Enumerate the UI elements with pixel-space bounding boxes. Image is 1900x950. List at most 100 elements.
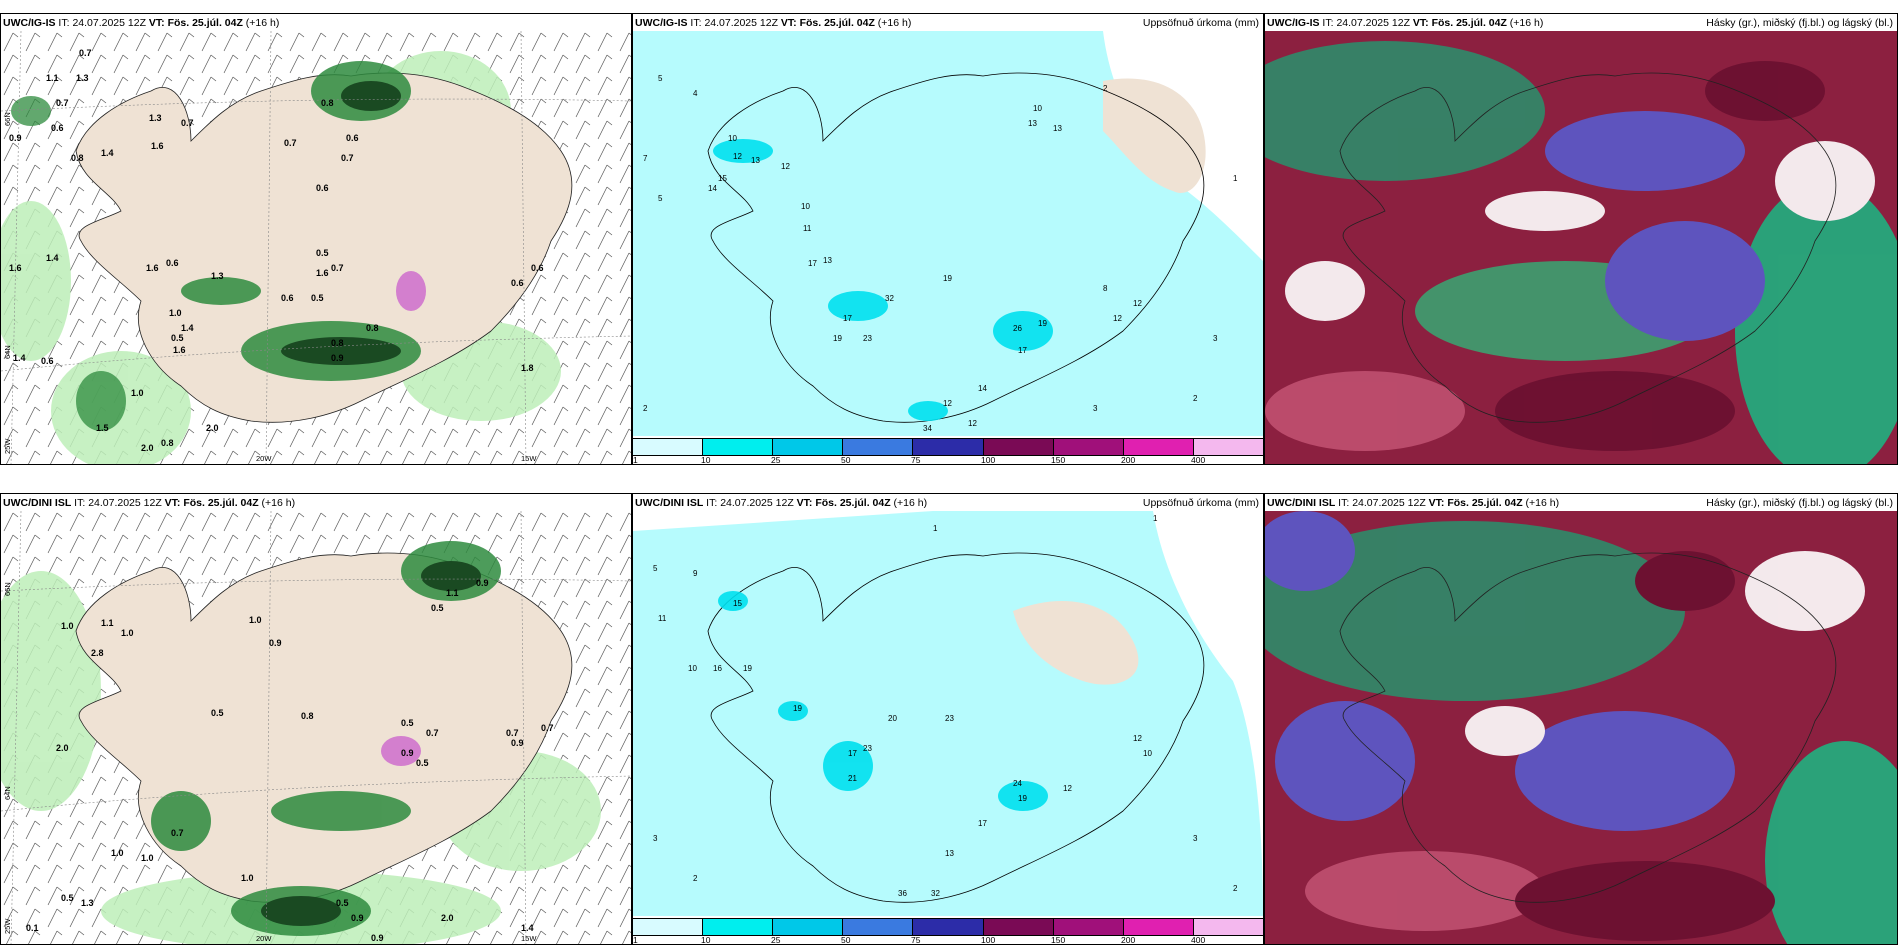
- svg-text:2: 2: [1103, 84, 1108, 93]
- svg-text:1.1: 1.1: [446, 588, 459, 598]
- svg-text:3: 3: [1213, 334, 1218, 343]
- legend-tick: 1: [633, 935, 638, 945]
- svg-text:1.3: 1.3: [211, 271, 224, 281]
- svg-text:0.5: 0.5: [61, 893, 74, 903]
- svg-text:16: 16: [713, 664, 722, 673]
- svg-text:1.5: 1.5: [96, 423, 109, 433]
- svg-text:10: 10: [1033, 104, 1042, 113]
- legend-tick: 50: [841, 455, 851, 465]
- legend-swatch: [843, 919, 914, 935]
- panel-subtitle: Uppsöfnuð úrkoma (mm): [1142, 497, 1259, 509]
- svg-text:0.7: 0.7: [181, 118, 194, 128]
- svg-text:0.7: 0.7: [341, 153, 354, 163]
- svg-text:19: 19: [1038, 319, 1047, 328]
- svg-text:0.7: 0.7: [284, 138, 297, 148]
- legend-tick: 150: [1051, 935, 1066, 945]
- svg-text:2: 2: [1233, 884, 1238, 893]
- svg-text:1.4: 1.4: [101, 148, 114, 158]
- svg-text:0.6: 0.6: [166, 258, 179, 268]
- svg-text:19: 19: [743, 664, 752, 673]
- svg-text:19: 19: [833, 334, 842, 343]
- svg-text:0.5: 0.5: [336, 898, 349, 908]
- svg-text:2.8: 2.8: [91, 648, 104, 658]
- svg-text:0.9: 0.9: [351, 913, 364, 923]
- svg-text:17: 17: [808, 259, 817, 268]
- svg-text:3: 3: [1193, 834, 1198, 843]
- svg-text:13: 13: [823, 256, 832, 265]
- svg-text:1.0: 1.0: [61, 621, 74, 631]
- legend-swatch: [983, 919, 1054, 935]
- svg-text:0.1: 0.1: [26, 923, 39, 933]
- svg-text:0.7: 0.7: [506, 728, 519, 738]
- svg-text:0.5: 0.5: [401, 718, 414, 728]
- svg-text:0.5: 0.5: [211, 708, 224, 718]
- iceland-land: [75, 72, 573, 423]
- svg-text:2.0: 2.0: [141, 443, 154, 453]
- svg-text:17: 17: [1018, 346, 1027, 355]
- svg-text:1.3: 1.3: [149, 113, 162, 123]
- svg-text:12: 12: [1133, 734, 1142, 743]
- lon-label: 15W: [521, 454, 537, 463]
- map-panel-precip-dini: UWC/DINI ISL IT: 24.07.2025 12Z VT: Fös.…: [632, 493, 1264, 945]
- map-panel-wind-igis: UWC/IG-IS IT: 24.07.2025 12Z VT: Fös. 25…: [0, 13, 632, 465]
- svg-text:0.9: 0.9: [371, 933, 384, 943]
- svg-text:19: 19: [793, 704, 802, 713]
- svg-text:0.6: 0.6: [531, 263, 544, 273]
- svg-text:0.9: 0.9: [401, 748, 414, 758]
- legend-swatch: [843, 439, 914, 455]
- panel-subtitle: Hásky (gr.), miðský (fj.bl.) og lágský (…: [1706, 17, 1893, 29]
- svg-text:1.4: 1.4: [181, 323, 194, 333]
- svg-text:15: 15: [718, 174, 727, 183]
- svg-text:3: 3: [653, 834, 658, 843]
- svg-text:0.8: 0.8: [301, 711, 314, 721]
- svg-text:2: 2: [643, 404, 648, 413]
- svg-text:12: 12: [1113, 314, 1122, 323]
- legend-swatch: [1123, 439, 1194, 455]
- svg-text:10: 10: [728, 134, 737, 143]
- svg-text:1.0: 1.0: [169, 308, 182, 318]
- svg-text:0.9: 0.9: [476, 578, 489, 588]
- legend-swatch: [913, 919, 984, 935]
- svg-text:0.8: 0.8: [161, 438, 174, 448]
- legend-tick: 400: [1191, 935, 1206, 945]
- svg-text:24: 24: [1013, 779, 1022, 788]
- svg-text:10: 10: [801, 202, 810, 211]
- legend-tick: 200: [1121, 455, 1136, 465]
- legend-tick: 75: [911, 455, 921, 465]
- svg-text:0.7: 0.7: [56, 98, 69, 108]
- legend-swatch: [773, 919, 844, 935]
- svg-text:0.7: 0.7: [426, 728, 439, 738]
- legend-tick: 150: [1051, 455, 1066, 465]
- svg-text:17: 17: [848, 749, 857, 758]
- svg-text:10: 10: [688, 664, 697, 673]
- svg-text:21: 21: [848, 774, 857, 783]
- svg-text:23: 23: [945, 714, 954, 723]
- svg-text:2.0: 2.0: [206, 423, 219, 433]
- svg-text:1: 1: [1153, 514, 1158, 523]
- panel-subtitle: Uppsöfnuð úrkoma (mm): [1142, 17, 1259, 29]
- map-panel-wind-dini: UWC/DINI ISL IT: 24.07.2025 12Z VT: Fös.…: [0, 493, 632, 945]
- svg-text:0.6: 0.6: [281, 293, 294, 303]
- svg-text:1.1: 1.1: [101, 618, 114, 628]
- svg-text:17: 17: [843, 314, 852, 323]
- svg-text:1.6: 1.6: [316, 268, 329, 278]
- svg-text:0.8: 0.8: [366, 323, 379, 333]
- legend-tick: 400: [1191, 455, 1206, 465]
- legend-tick: 50: [841, 935, 851, 945]
- svg-text:0.9: 0.9: [511, 738, 524, 748]
- legend-tick: 10: [701, 455, 711, 465]
- lat-label: 66N: [3, 112, 12, 126]
- svg-text:0.5: 0.5: [171, 333, 184, 343]
- svg-text:7: 7: [643, 154, 648, 163]
- svg-text:0.5: 0.5: [316, 248, 329, 258]
- svg-text:10: 10: [1143, 749, 1152, 758]
- svg-text:19: 19: [1018, 794, 1027, 803]
- legend-tick: 75: [911, 935, 921, 945]
- svg-text:12: 12: [1063, 784, 1072, 793]
- legend-swatch: [633, 439, 704, 455]
- svg-text:0.6: 0.6: [346, 133, 359, 143]
- svg-text:1.6: 1.6: [146, 263, 159, 273]
- svg-text:0.7: 0.7: [171, 828, 184, 838]
